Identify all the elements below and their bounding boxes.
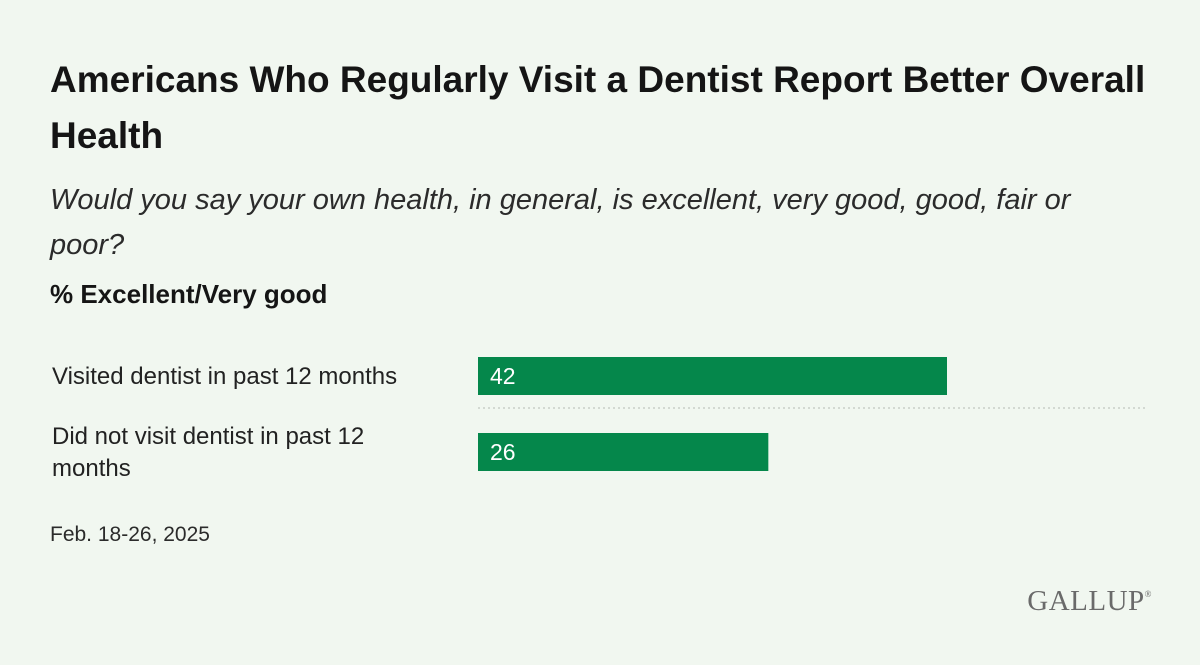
bar	[478, 357, 947, 395]
category-label: Visited dentist in past 12 months	[52, 363, 397, 390]
bar-chart: Visited dentist in past 12 months 42 Did n…	[52, 357, 1148, 482]
category-label-line: Visited dentist in past 12 months	[52, 363, 397, 390]
logo-text: GALLUP	[1027, 585, 1145, 617]
source-date: Feb. 18-26, 2025	[50, 523, 210, 546]
measure-label: % Excellent/Very good	[50, 279, 328, 309]
bar	[478, 433, 769, 471]
category-label-line: months	[52, 455, 131, 482]
registered-mark: ®	[1144, 589, 1152, 599]
survey-question: Would you say your own health, in genera…	[50, 184, 1071, 261]
data-label: 42	[490, 363, 516, 389]
data-label: 26	[490, 439, 516, 465]
gallup-logo: GALLUP®	[1027, 585, 1152, 618]
chart-title: Americans Who Regularly Visit a Dentist …	[50, 59, 1146, 156]
category-label-line: Did not visit dentist in past 12	[52, 423, 364, 450]
category-label: Did not visit dentist in past 12 months	[52, 423, 364, 482]
